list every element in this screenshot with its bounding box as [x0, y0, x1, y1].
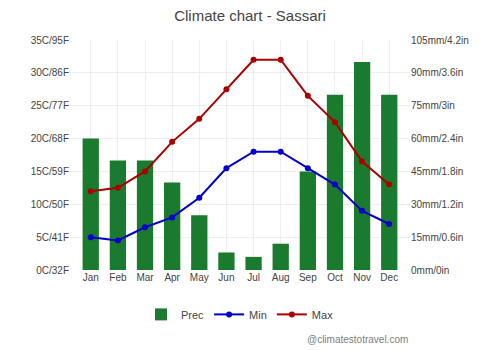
- svg-text:@climatestotravel.com: @climatestotravel.com: [307, 334, 408, 345]
- svg-text:45mm/1.8in: 45mm/1.8in: [411, 166, 463, 177]
- svg-text:5C/41F: 5C/41F: [36, 232, 69, 243]
- svg-text:60mm/2.4in: 60mm/2.4in: [411, 133, 463, 144]
- svg-text:90mm/3.6in: 90mm/3.6in: [411, 67, 463, 78]
- svg-text:Climate chart - Sassari: Climate chart - Sassari: [174, 7, 326, 24]
- svg-text:Apr: Apr: [164, 272, 180, 283]
- svg-text:Dec: Dec: [380, 272, 398, 283]
- svg-text:Max: Max: [312, 309, 333, 321]
- svg-text:Nov: Nov: [353, 272, 371, 283]
- svg-text:35C/95F: 35C/95F: [31, 35, 69, 46]
- svg-text:Feb: Feb: [109, 272, 127, 283]
- svg-text:105mm/4.2in: 105mm/4.2in: [411, 35, 469, 46]
- svg-text:Jun: Jun: [218, 272, 234, 283]
- svg-text:25C/77F: 25C/77F: [31, 100, 69, 111]
- svg-text:Jul: Jul: [247, 272, 260, 283]
- svg-text:30C/86F: 30C/86F: [31, 67, 69, 78]
- svg-text:15C/59F: 15C/59F: [31, 166, 69, 177]
- svg-text:Sep: Sep: [299, 272, 317, 283]
- svg-text:Min: Min: [249, 309, 267, 321]
- svg-text:30mm/1.2in: 30mm/1.2in: [411, 199, 463, 210]
- svg-text:75mm/3in: 75mm/3in: [411, 100, 455, 111]
- svg-text:10C/50F: 10C/50F: [31, 199, 69, 210]
- svg-text:0C/32F: 0C/32F: [36, 265, 69, 276]
- svg-text:0mm/0in: 0mm/0in: [411, 265, 449, 276]
- svg-text:20C/68F: 20C/68F: [31, 133, 69, 144]
- svg-text:Mar: Mar: [136, 272, 154, 283]
- svg-text:Oct: Oct: [327, 272, 343, 283]
- svg-text:Prec: Prec: [181, 309, 204, 321]
- svg-text:15mm/0.6in: 15mm/0.6in: [411, 232, 463, 243]
- svg-text:Jan: Jan: [83, 272, 99, 283]
- svg-text:Aug: Aug: [272, 272, 290, 283]
- svg-text:May: May: [190, 272, 209, 283]
